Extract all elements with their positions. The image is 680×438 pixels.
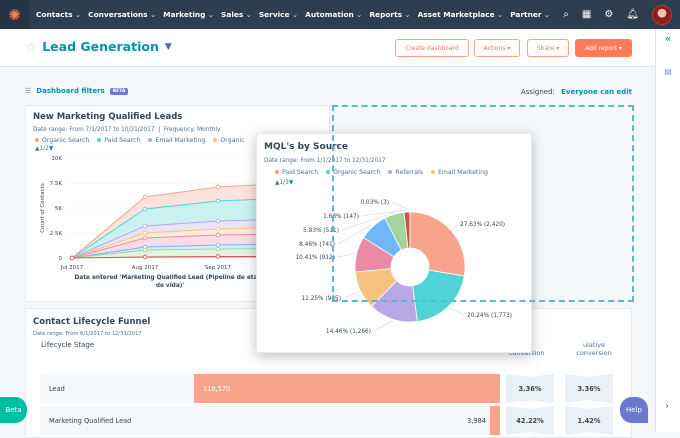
date-range: Date range: From 6/1/2017 to 12/31/2017 bbox=[33, 331, 142, 337]
y-tick-label: 0 bbox=[59, 256, 63, 262]
nav-reports[interactable]: Reports bbox=[369, 10, 410, 19]
x-tick-label: Jul 2017 bbox=[60, 265, 84, 271]
stage-name: Marketing Qualified Lead bbox=[49, 417, 131, 425]
assigned-label: Assigned: bbox=[521, 88, 555, 96]
create-dashboard-button[interactable]: Create dashboard bbox=[395, 39, 469, 57]
funnel-bar bbox=[194, 374, 500, 403]
data-point bbox=[143, 236, 147, 240]
nav-asset-marketplace[interactable]: Asset Marketplace bbox=[418, 10, 504, 19]
slice-label: 10.41% (912) bbox=[295, 255, 335, 261]
data-point bbox=[143, 195, 147, 199]
add-report-button[interactable]: Add report ▾ bbox=[575, 39, 632, 57]
data-point bbox=[143, 255, 147, 259]
search-icon[interactable]: ⌕ bbox=[563, 9, 569, 20]
data-point bbox=[216, 233, 220, 237]
stage-name: Lead bbox=[49, 385, 65, 393]
share-button[interactable]: Share ▾ bbox=[527, 39, 569, 57]
funnel-row[interactable]: Lead 118,570 bbox=[40, 374, 500, 403]
leader-line bbox=[374, 321, 392, 331]
bell-icon[interactable]: 🔔︎ bbox=[626, 9, 639, 20]
nav-partner[interactable]: Partner bbox=[510, 10, 550, 19]
data-point bbox=[143, 248, 147, 252]
conversion-rate: 3.36% bbox=[506, 374, 554, 403]
data-point bbox=[216, 227, 220, 231]
actions-button[interactable]: Actions ▾ bbox=[474, 39, 520, 57]
marketplace-icon[interactable]: ▦ bbox=[582, 9, 591, 20]
cumulative-conversion: 3.36% bbox=[565, 374, 613, 403]
x-axis-label: de vida)' bbox=[156, 283, 185, 289]
y-tick-label: 2.5K bbox=[50, 231, 63, 237]
chat-icon[interactable]: ▤ bbox=[656, 67, 680, 76]
funnel-bar bbox=[490, 406, 500, 435]
right-sidebar: « ▤ › bbox=[655, 29, 680, 432]
beta-button[interactable]: Beta bbox=[0, 397, 27, 423]
slice-label: 8.46% (741) bbox=[299, 242, 335, 248]
x-tick-label: Aug 2017 bbox=[132, 265, 159, 271]
drop-zone[interactable] bbox=[332, 105, 634, 302]
data-point bbox=[216, 185, 220, 189]
assigned: Assigned: Everyone can edit bbox=[521, 88, 632, 96]
x-axis-label: Date entered 'Marketing Qualified Lead (… bbox=[75, 275, 266, 281]
help-button[interactable]: Help bbox=[620, 397, 648, 423]
avatar[interactable] bbox=[652, 5, 672, 25]
data-point bbox=[70, 256, 74, 260]
stage-value: 118,570 bbox=[203, 385, 230, 393]
data-point bbox=[216, 199, 220, 203]
cumulative-conversion: 1.42% bbox=[565, 406, 613, 435]
y-tick-label: 10K bbox=[51, 156, 62, 162]
y-tick-label: 7.5K bbox=[50, 181, 63, 187]
collapse-icon[interactable]: « bbox=[656, 32, 680, 45]
data-point bbox=[216, 243, 220, 247]
data-point bbox=[143, 231, 147, 235]
x-tick-label: Sep 2017 bbox=[205, 265, 232, 271]
chevron-right-icon[interactable]: › bbox=[665, 401, 669, 412]
assigned-value[interactable]: Everyone can edit bbox=[561, 88, 632, 96]
stage-header: Lifecycle Stage bbox=[41, 341, 94, 349]
card-title: Contact Lifecycle Funnel bbox=[33, 317, 150, 327]
y-tick-label: 5K bbox=[55, 206, 62, 212]
data-point bbox=[216, 255, 220, 259]
data-point bbox=[143, 224, 147, 228]
leader-line bbox=[450, 308, 464, 315]
conversion-rate: 42.22% bbox=[506, 406, 554, 435]
data-point bbox=[216, 247, 220, 251]
slice-label: 20.24% (1,773) bbox=[467, 313, 512, 319]
data-point bbox=[216, 219, 220, 223]
cumulative-header: ulative conversion bbox=[569, 341, 619, 357]
data-point bbox=[143, 207, 147, 211]
gear-icon[interactable]: ⚙ bbox=[604, 9, 613, 20]
y-axis-label: Count of Contacts bbox=[40, 183, 46, 233]
slice-label: 14.46% (1,266) bbox=[326, 329, 371, 335]
stage-value: 3,984 bbox=[467, 417, 486, 425]
funnel-row[interactable]: Marketing Qualified Lead 3,984 bbox=[40, 406, 500, 435]
